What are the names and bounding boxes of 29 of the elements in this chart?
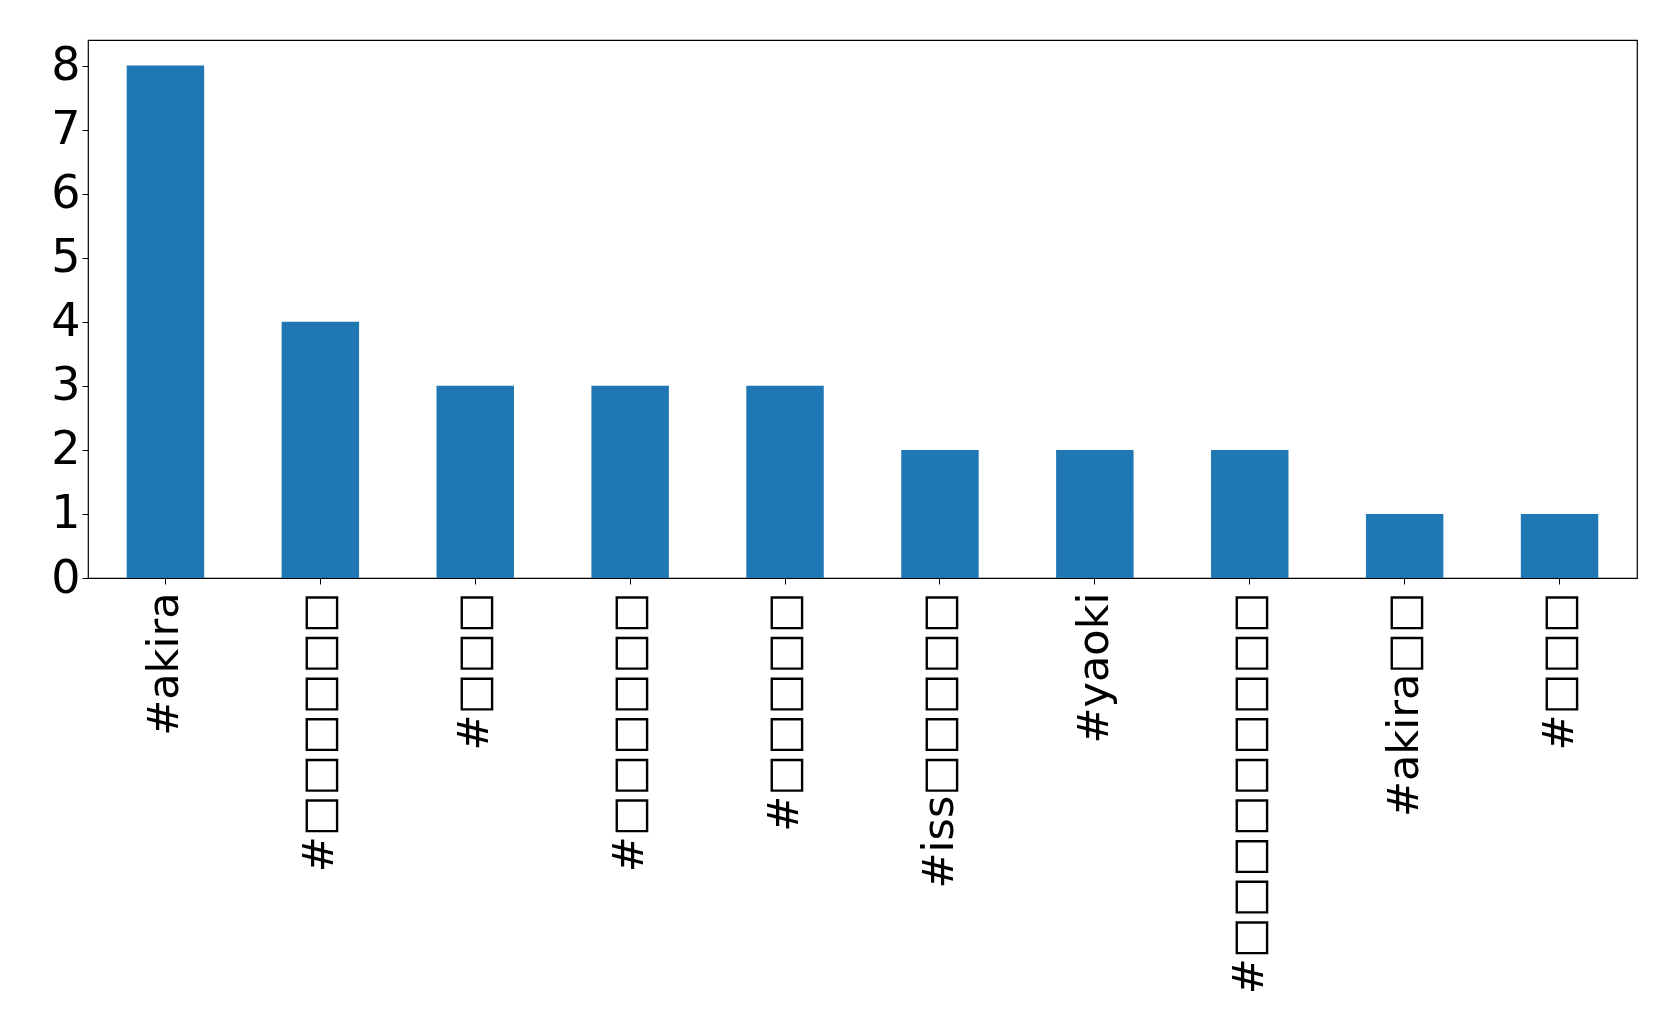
- x-tick-label: #□□□□□□□□□: [1222, 592, 1273, 995]
- bar: [901, 449, 979, 578]
- x-tick-label: #iss□□□□□: [912, 592, 963, 889]
- bar: [1365, 513, 1444, 578]
- x-tick-label: #□□□□□□: [603, 592, 654, 873]
- y-tick-label: 8: [51, 37, 81, 92]
- bar: [746, 385, 824, 578]
- bar: [1211, 449, 1289, 578]
- x-tick-label: #akira□□: [1377, 592, 1428, 818]
- y-tick-label: 3: [51, 357, 81, 412]
- bar: [591, 385, 669, 578]
- y-tick-label: 0: [51, 549, 81, 604]
- x-tick-label: #□□□: [448, 592, 499, 751]
- bar: [1520, 513, 1599, 578]
- x-tick-label: #□□□□□□: [293, 592, 344, 873]
- y-tick-label: 5: [51, 229, 81, 284]
- x-tick-label: #□□□□□: [758, 592, 809, 832]
- x-tick-label: #yaoki: [1067, 592, 1118, 744]
- bar: [1056, 449, 1134, 578]
- y-tick-label: 7: [51, 101, 81, 156]
- bar: [281, 321, 360, 578]
- y-tick-label: 2: [51, 421, 81, 476]
- x-tick-label: #akira: [138, 592, 189, 736]
- y-tick-label: 6: [51, 165, 81, 220]
- bar: [126, 65, 205, 578]
- y-tick-label: 1: [51, 485, 81, 540]
- bar: [436, 385, 514, 578]
- x-tick-label: #□□□: [1532, 592, 1583, 751]
- y-tick-label: 4: [51, 293, 81, 348]
